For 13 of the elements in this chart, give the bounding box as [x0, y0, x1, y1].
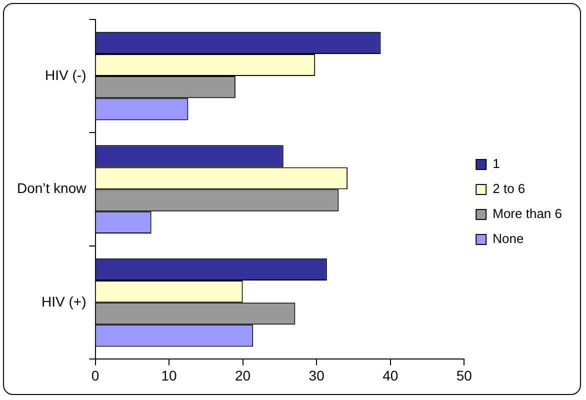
legend-label: More than 6 [492, 206, 562, 222]
x-tick-label: 30 [308, 367, 325, 384]
x-tick-label: 20 [235, 367, 251, 384]
x-tick-label: 10 [161, 367, 178, 384]
y-tick-label: HIV (-) [45, 66, 86, 83]
legend-label: 1 [492, 156, 500, 172]
y-tick-label: HIV (+) [42, 293, 86, 310]
x-tick-label: 0 [91, 367, 100, 384]
y-tick-label: Don’t know [16, 180, 88, 196]
legend-label: None [492, 231, 524, 246]
x-tick-label: 50 [456, 367, 472, 384]
x-tick-label: 40 [382, 367, 398, 384]
legend-label: 2 to 6 [492, 181, 526, 196]
